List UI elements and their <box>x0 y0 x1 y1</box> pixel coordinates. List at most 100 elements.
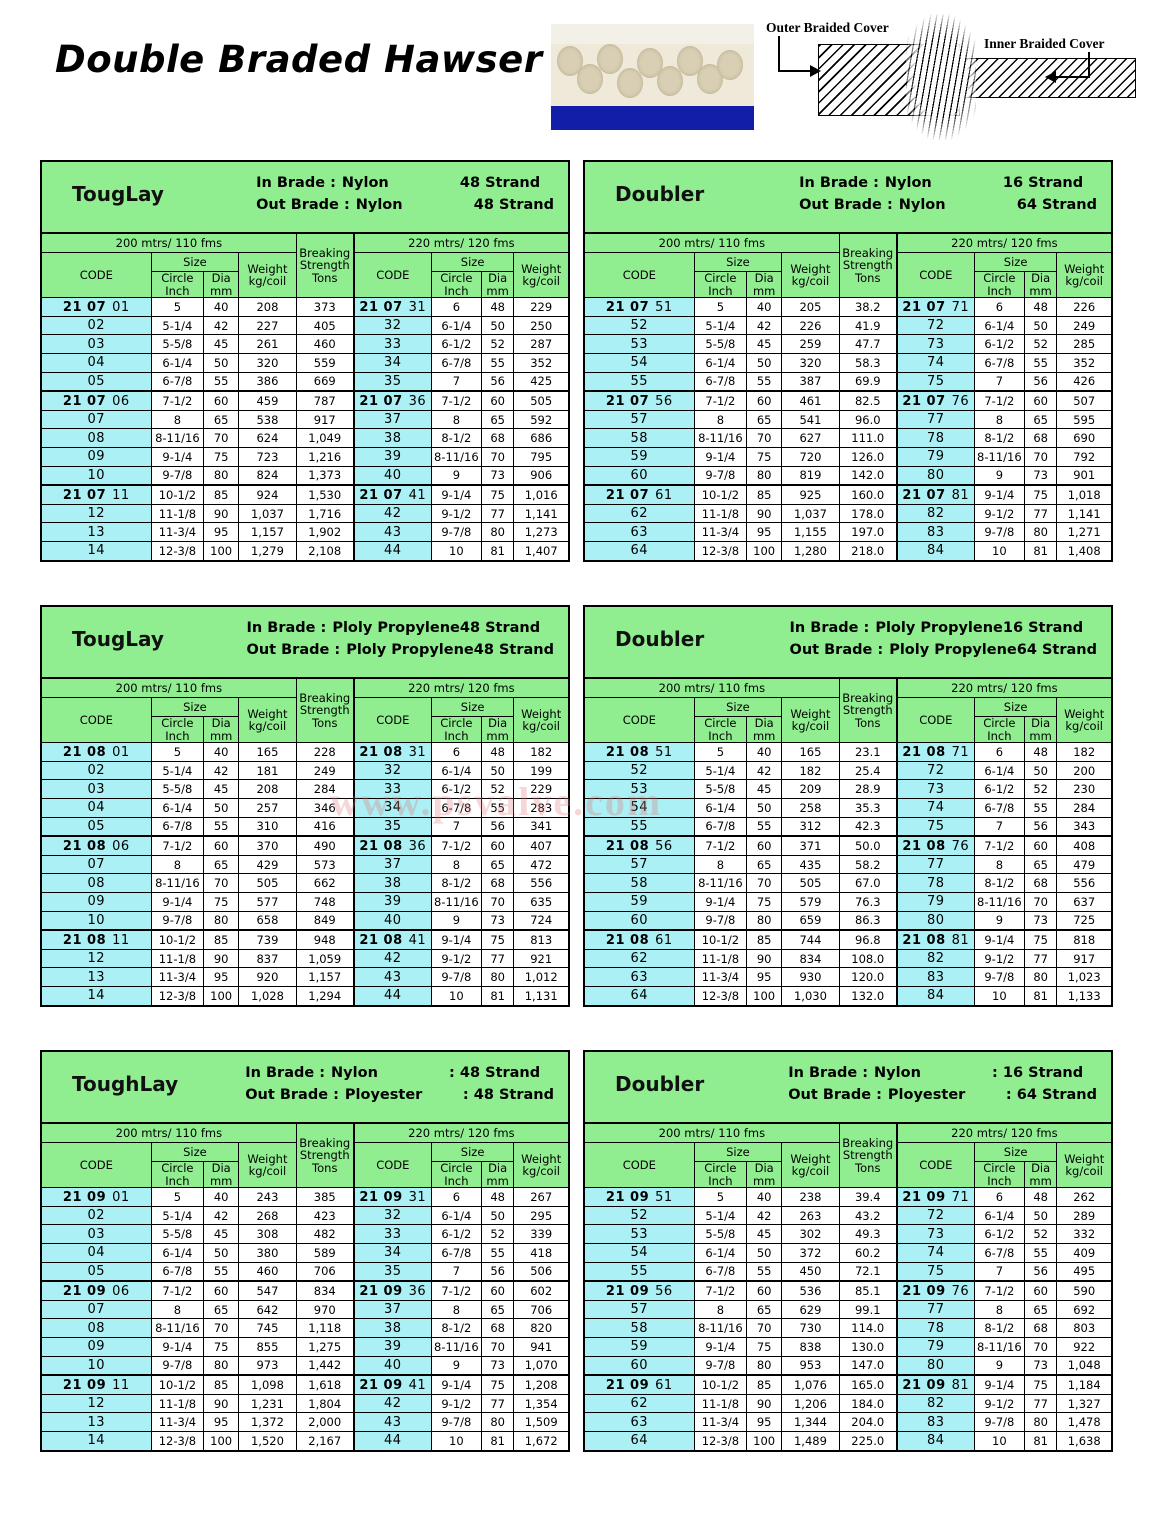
breaking-strength-cell: 228 <box>295 742 355 762</box>
dia-mm-cell-right: 65 <box>1023 1299 1058 1320</box>
weight-cell-left: 541 <box>781 409 840 430</box>
code-cell-right: 21 07 81 <box>895 484 975 505</box>
dia-mm-cell-right: 52 <box>480 334 515 355</box>
weight-cell-left: 165 <box>781 742 840 762</box>
code-cell-left: 62 <box>583 948 695 969</box>
table-unit-header-row: Circle Inch Dia mm Circle Inch Dia mm <box>584 715 1112 744</box>
table-row: 64 12-3/8 100 1,030 132.0 84 10 81 1,133 <box>583 985 1113 1007</box>
circle-inch-cell-left: 6-1/4 <box>150 1243 205 1263</box>
weight-cell-right: 426 <box>1056 371 1113 392</box>
circle-inch-cell-left: 5-5/8 <box>150 1224 205 1245</box>
weight-cell-right: 200 <box>1056 760 1113 781</box>
code-cell-left: 53 <box>583 779 695 800</box>
circle-inch-cell-right: 6 <box>973 1187 1025 1207</box>
product-brand-name: Doubler <box>615 1072 705 1096</box>
weight-cell-right: 1,509 <box>513 1412 570 1432</box>
table-row: 21 08 56 7-1/2 60 371 50.0 21 08 76 7-1/2 60 408 <box>583 835 1113 856</box>
weight-cell-right: 602 <box>513 1280 570 1301</box>
dia-mm-cell-left: 85 <box>203 484 240 505</box>
table-row: 07 8 65 538 917 37 8 65 592 <box>40 409 570 430</box>
breaking-strength-cell: 225.0 <box>838 1430 898 1452</box>
dia-mm-cell-left: 50 <box>746 798 783 818</box>
code-cell-left: 21 09 06 <box>40 1280 152 1301</box>
dia-mm-cell-left: 95 <box>746 967 783 987</box>
circle-inch-cell-left: 5 <box>693 297 748 317</box>
code-cell-left: 21 07 11 <box>40 484 152 505</box>
dia-mm-cell-right: 81 <box>480 540 515 562</box>
size-header-right: Size <box>973 697 1058 717</box>
weight-cell-right: 692 <box>1056 1299 1113 1320</box>
dia-mm-cell-left: 90 <box>203 948 240 969</box>
in-brade-label: In Brade : <box>245 1065 326 1081</box>
dia-mm-cell-right: 48 <box>1023 1187 1058 1207</box>
in-brade-strand: 48 Strand <box>459 175 541 191</box>
code-cell-right: 72 <box>895 760 975 781</box>
circle-inch-cell-left: 5-5/8 <box>693 779 748 800</box>
dia-mm-cell-left: 75 <box>203 1337 240 1357</box>
dia-mm-cell-right: 75 <box>480 484 515 505</box>
dia-mm-cell-left: 45 <box>203 1224 240 1245</box>
dia-mm-cell-right: 48 <box>1023 742 1058 762</box>
circle-inch-cell-right: 9 <box>973 910 1025 931</box>
code-cell-left: 12 <box>40 503 152 524</box>
dia-mm-cell-right: 50 <box>480 760 515 781</box>
panel-header: TougLay In Brade : Nylon 48 Strand Out Brade… <box>40 160 570 232</box>
dia-mm-cell-left: 50 <box>746 353 783 373</box>
code-cell-left: 59 <box>583 447 695 467</box>
breaking-strength-cell: 2,000 <box>295 1412 355 1432</box>
circle-inch-cell-right: 10 <box>430 1430 482 1452</box>
table-row: 63 11-3/4 95 930 120.0 83 9-7/8 80 1,023 <box>583 967 1113 987</box>
out-brade-strand: : 48 Strand <box>462 1087 554 1104</box>
dia-mm-cell-right: 73 <box>480 1355 515 1376</box>
weight-cell-left: 386 <box>238 371 297 392</box>
weight-cell-right: 182 <box>513 742 570 762</box>
weight-header-left: Weight kg/coil <box>238 1141 297 1189</box>
circle-inch-cell-left: 6-7/8 <box>693 816 748 837</box>
dia-mm-cell-left: 85 <box>203 929 240 950</box>
table-row: 52 5-1/4 42 263 43.2 72 6-1/4 50 289 <box>583 1205 1113 1226</box>
dia-mm-cell-right: 80 <box>1023 967 1058 987</box>
table-row: 60 9-7/8 80 659 86.3 80 9 73 725 <box>583 910 1113 931</box>
weight-cell-right: 199 <box>513 760 570 781</box>
code-cell-left: 09 <box>40 1337 152 1357</box>
breaking-strength-cell: 849 <box>295 910 355 931</box>
circle-inch-cell-right: 6-7/8 <box>973 1243 1025 1263</box>
breaking-strength-cell: 2,167 <box>295 1430 355 1452</box>
circle-inch-cell-right: 8-11/16 <box>973 1337 1025 1357</box>
dia-mm-cell-left: 60 <box>746 835 783 856</box>
table-row: 21 09 51 5 40 238 39.4 21 09 71 6 48 262 <box>583 1187 1113 1207</box>
circle-inch-cell-left: 11-1/8 <box>150 503 205 524</box>
circle-inch-cell-right: 7-1/2 <box>973 390 1025 411</box>
circle-inch-cell-left: 5 <box>150 742 205 762</box>
dia-mm-cell-right: 75 <box>480 929 515 950</box>
weight-cell-right: 339 <box>513 1224 570 1245</box>
circle-inch-cell-left: 6-7/8 <box>693 1261 748 1282</box>
table-row: 02 5-1/4 42 268 423 32 6-1/4 50 295 <box>40 1205 570 1226</box>
dia-mm-cell-left: 70 <box>203 1318 240 1339</box>
dia-mm-header-right: Dia mm <box>480 1160 515 1189</box>
out-brade-row: Out Brade : Ploly Propylene 48 Strand <box>247 639 555 661</box>
weight-cell-right: 1,407 <box>513 540 570 562</box>
circle-inch-cell-left: 8-11/16 <box>693 428 748 449</box>
dia-mm-cell-right: 56 <box>480 371 515 392</box>
code-cell-right: 83 <box>895 522 975 542</box>
table-subheader-row: CODE Size Weight kg/coil CODE Size Weight kg/co… <box>583 251 1113 299</box>
dia-mm-cell-left: 100 <box>746 540 783 562</box>
weight-cell-left: 308 <box>238 1224 297 1245</box>
dia-mm-cell-right: 50 <box>1023 760 1058 781</box>
panel-header: TougLay In Brade : Ploly Propylene 48 Stran… <box>40 605 570 677</box>
code-cell-right: 73 <box>895 779 975 800</box>
code-cell-left: 63 <box>583 967 695 987</box>
circle-inch-cell-right: 10 <box>973 540 1025 562</box>
table-row: 14 12-3/8 100 1,520 2,167 44 10 81 1,672 <box>40 1430 570 1452</box>
weight-cell-right: 332 <box>1056 1224 1113 1245</box>
circle-inch-cell-left: 6-1/4 <box>150 798 205 818</box>
table-unit-header-row: Circle Inch Dia mm Circle Inch Dia mm <box>41 1160 569 1189</box>
dia-mm-cell-left: 42 <box>203 315 240 336</box>
breaking-strength-cell: 490 <box>295 835 355 856</box>
weight-cell-left: 834 <box>781 948 840 969</box>
circle-inch-cell-right: 9-1/2 <box>973 503 1025 524</box>
circle-inch-cell-left: 8 <box>693 409 748 430</box>
code-cell-left: 03 <box>40 779 152 800</box>
out-brade-row: Out Brade : Nylon 64 Strand <box>799 194 1097 216</box>
